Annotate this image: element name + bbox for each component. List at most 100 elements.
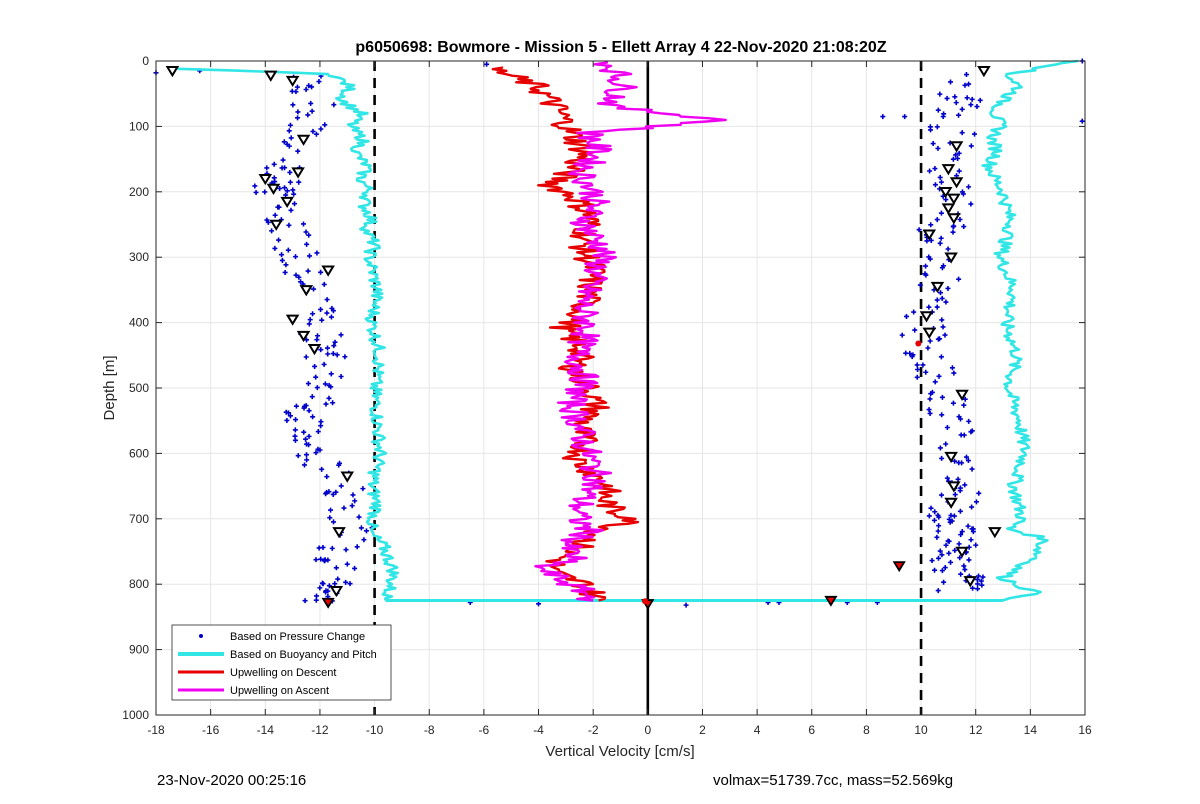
triangle-marker <box>280 196 294 209</box>
pressure-point <box>317 585 323 591</box>
pressure-point <box>938 235 944 241</box>
pressure-point <box>962 396 968 402</box>
triangle-marker <box>922 327 937 339</box>
pressure-point <box>1079 118 1085 124</box>
x-tick-label: -4 <box>533 723 544 737</box>
pressure-point <box>960 191 966 197</box>
pressure-point <box>957 508 963 514</box>
pressure-point <box>269 228 275 234</box>
pressure-point <box>965 458 971 464</box>
pressure-point <box>349 503 355 509</box>
legend-entry-buoyancy: Based on Buoyancy and Pitch <box>230 649 377 661</box>
pressure-point <box>968 102 974 108</box>
pressure-point <box>956 150 962 156</box>
x-tick-label: 12 <box>969 723 983 737</box>
pressure-point <box>328 507 334 513</box>
pressure-point <box>964 95 970 101</box>
pressure-point <box>880 114 886 120</box>
legend-entry-pressure: Based on Pressure Change <box>230 631 365 643</box>
pressure-point <box>290 102 296 108</box>
pressure-point <box>303 441 309 447</box>
pressure-point <box>302 598 308 604</box>
pressure-point <box>324 310 330 316</box>
pressure-point <box>953 152 959 158</box>
pressure-point <box>323 401 329 407</box>
pressure-point <box>929 558 935 564</box>
pressure-point <box>939 492 945 498</box>
y-tick-label: 600 <box>129 446 149 460</box>
pressure-point <box>327 515 333 521</box>
pressure-point <box>271 161 277 167</box>
triangle-marker <box>988 527 1002 539</box>
pressure-point <box>966 81 972 87</box>
x-tick-label: -18 <box>147 723 165 737</box>
pressure-point <box>330 308 336 314</box>
pressure-point <box>938 354 944 360</box>
x-tick-label: 4 <box>754 723 761 737</box>
pressure-point <box>939 455 945 461</box>
pressure-point <box>291 191 297 197</box>
pressure-point <box>902 114 908 120</box>
pressure-point <box>968 201 974 207</box>
pressure-point <box>313 374 319 380</box>
triangle-marker <box>165 66 180 78</box>
pressure-point <box>961 224 967 230</box>
pressure-point <box>293 417 299 423</box>
x-tick-label: 0 <box>644 723 651 737</box>
pressure-point <box>314 250 320 256</box>
x-axis-ticks: -18 -16 -14 -12 -10 -8 -6 -4 -2 0 2 4 6 8 10 12 14 16 <box>147 61 1092 737</box>
pressure-point <box>955 155 961 161</box>
pressure-point <box>310 128 316 134</box>
y-tick-label: 900 <box>129 643 149 657</box>
pressure-point <box>316 79 322 85</box>
pressure-point <box>306 232 312 238</box>
pressure-point <box>945 246 951 252</box>
y-tick-label: 0 <box>142 54 149 68</box>
pressure-point <box>314 385 320 391</box>
x-tick-label: 6 <box>808 723 815 737</box>
pressure-point <box>951 370 957 376</box>
pressure-point <box>937 174 943 180</box>
pressure-point <box>313 450 319 456</box>
pressure-point <box>308 100 314 106</box>
triangle-marker <box>947 213 961 225</box>
pressure-point <box>536 601 542 607</box>
pressure-point <box>965 523 971 529</box>
pressure-point <box>306 83 312 89</box>
pressure-point <box>937 240 943 246</box>
pressure-point <box>354 544 360 550</box>
pressure-point <box>934 304 940 310</box>
triangle-marker <box>922 229 937 241</box>
pressure-point <box>324 489 330 495</box>
pressure-point <box>969 96 975 102</box>
pressure-point <box>331 102 337 108</box>
triangle-marker-filled <box>321 597 335 609</box>
pressure-point <box>912 327 918 333</box>
y-tick-label: 800 <box>129 577 149 591</box>
pressure-point <box>318 556 324 562</box>
pressure-point <box>332 581 338 587</box>
pressure-point <box>958 532 964 538</box>
y-tick-label: 100 <box>129 119 149 133</box>
pressure-point <box>968 537 974 543</box>
pressure-point <box>934 534 940 540</box>
pressure-point <box>326 583 332 589</box>
pressure-point <box>963 72 969 78</box>
triangle-marker <box>332 527 346 539</box>
pressure-point <box>284 417 290 423</box>
pressure-point <box>262 189 268 195</box>
pressure-point <box>304 241 310 247</box>
pressure-point <box>264 165 270 171</box>
triangle-marker <box>919 311 934 323</box>
pressure-point <box>927 396 933 402</box>
pressure-point <box>328 314 334 320</box>
pressure-point <box>920 362 926 368</box>
pressure-point <box>276 237 282 243</box>
pressure-point <box>936 523 942 529</box>
pressure-point <box>956 112 962 118</box>
y-tick-label: 400 <box>129 316 149 330</box>
pressure-point <box>282 185 288 191</box>
pressure-point <box>272 212 278 218</box>
pressure-point <box>936 373 942 379</box>
